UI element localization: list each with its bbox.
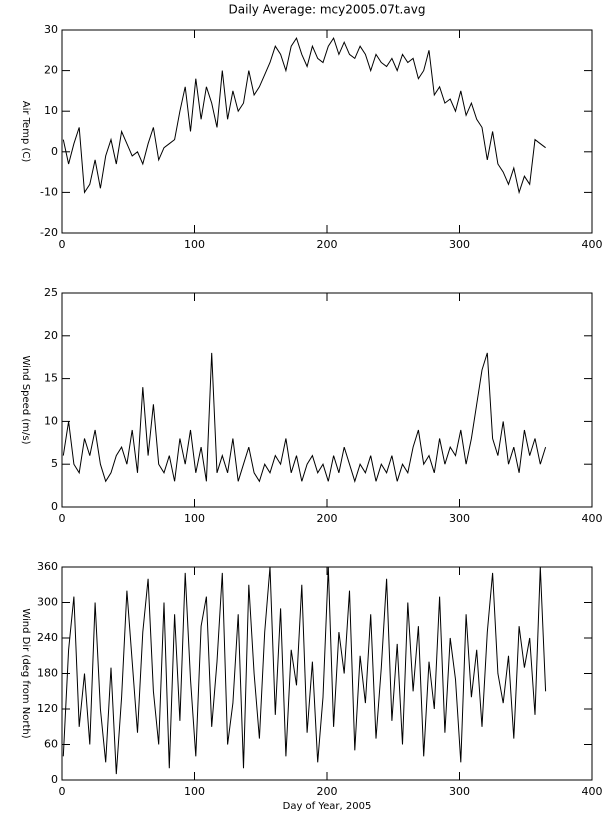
y-tick-label: 300 <box>37 596 58 609</box>
y-axis-label: Wind Dir (deg from North) <box>20 608 31 738</box>
y-tick-label: 120 <box>37 702 58 715</box>
y-tick-label: 20 <box>44 329 58 342</box>
y-tick-label: 60 <box>44 738 58 751</box>
y-tick-label: -20 <box>40 226 58 239</box>
y-tick-label: 0 <box>51 773 58 786</box>
x-axis-label: Day of Year, 2005 <box>283 801 372 812</box>
y-tick-label: 0 <box>51 500 58 513</box>
data-line <box>62 36 546 195</box>
x-tick-label: 400 <box>582 238 603 251</box>
x-tick-label: 0 <box>59 238 66 251</box>
x-tick-label: 400 <box>582 512 603 525</box>
y-tick-label: 20 <box>44 64 58 77</box>
y-tick-label: 240 <box>37 631 58 644</box>
x-tick-label: 200 <box>317 238 338 251</box>
x-tick-label: 400 <box>582 785 603 798</box>
y-tick-label: 5 <box>51 457 58 470</box>
x-tick-label: 0 <box>59 785 66 798</box>
y-tick-label: 10 <box>44 414 58 427</box>
x-tick-label: 200 <box>317 785 338 798</box>
x-tick-label: 100 <box>184 238 205 251</box>
x-tick-label: 0 <box>59 512 66 525</box>
plot-frame <box>61 29 593 234</box>
x-tick-label: 200 <box>317 512 338 525</box>
data-line <box>62 352 547 483</box>
data-line <box>62 566 547 775</box>
y-tick-label: 180 <box>37 667 58 680</box>
y-tick-label: 10 <box>44 104 58 117</box>
x-tick-label: 100 <box>184 512 205 525</box>
x-tick-label: 300 <box>449 512 470 525</box>
chart-title: Daily Average: mcy2005.07t.avg <box>229 3 426 17</box>
x-tick-label: 300 <box>449 238 470 251</box>
y-tick-label: -10 <box>40 185 58 198</box>
plot-frame <box>61 292 593 508</box>
y-tick-label: 0 <box>51 145 58 158</box>
y-tick-label: 360 <box>37 560 58 573</box>
x-tick-label: 300 <box>449 785 470 798</box>
y-tick-label: 25 <box>44 286 58 299</box>
x-tick-label: 100 <box>184 785 205 798</box>
y-tick-label: 15 <box>44 372 58 385</box>
y-axis-label: Air Temp (C) <box>20 101 31 163</box>
y-tick-label: 30 <box>44 23 58 36</box>
y-axis-label: Wind Speed (m/s) <box>20 356 31 445</box>
